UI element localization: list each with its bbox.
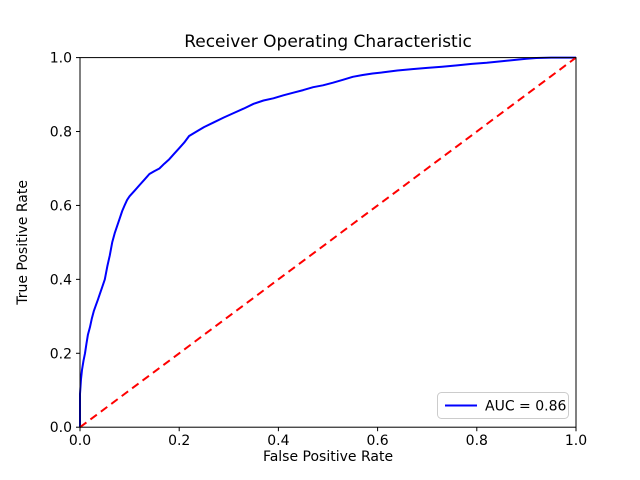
- axes-spines: [79, 57, 577, 428]
- x-axis-ticks: 0.0 0.2 0.4 0.6 0.8 1.0: [69, 427, 587, 449]
- y-tick-label: 0.2: [50, 346, 72, 362]
- plot-area: [80, 57, 576, 428]
- y-tick-label: 0.8: [50, 125, 72, 141]
- series-group: [79, 56, 577, 429]
- x-axis-label: False Positive Rate: [263, 449, 393, 465]
- x-tick-label: 1.0: [565, 433, 587, 449]
- y-tick-label: 1.0: [50, 51, 72, 67]
- chart-title: Receiver Operating Characteristic: [184, 32, 472, 52]
- x-tick-label: 0.4: [267, 433, 289, 449]
- x-tick-label: 0.0: [69, 433, 91, 449]
- x-tick-label: 0.8: [466, 433, 488, 449]
- x-tick-label: 0.6: [366, 433, 388, 449]
- y-axis-ticks: 0.0 0.2 0.4 0.6 0.8 1.0: [50, 51, 80, 436]
- x-tick-label: 0.2: [168, 433, 190, 449]
- y-axis-label: True Positive Rate: [15, 180, 31, 306]
- legend-box: [437, 392, 569, 419]
- legend-label: AUC = 0.86: [485, 399, 566, 415]
- y-tick-label: 0.0: [50, 420, 72, 436]
- y-tick-label: 0.4: [50, 272, 72, 288]
- roc-curve-line: [79, 56, 576, 428]
- legend: AUC = 0.86: [437, 392, 569, 419]
- y-tick-label: 0.6: [50, 198, 72, 214]
